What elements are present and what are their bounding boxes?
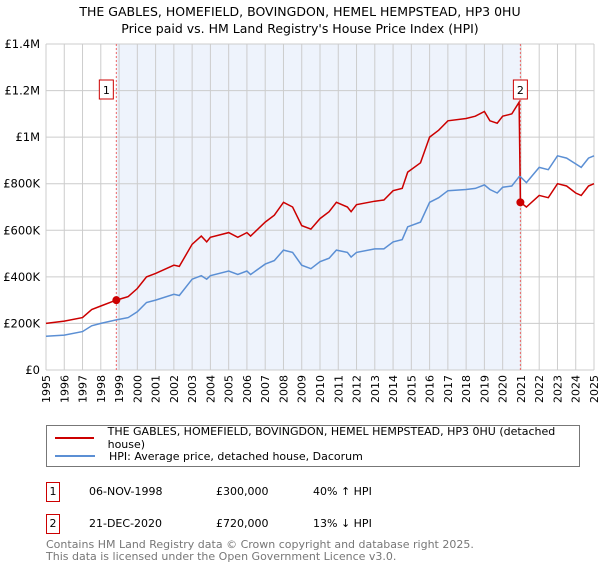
footer-licence: This data is licensed under the Open Gov…: [46, 550, 397, 563]
sale-price: £720,000: [216, 517, 269, 530]
x-tick-label: 1996: [58, 375, 71, 403]
x-tick-label: 2019: [478, 375, 491, 403]
legend-label: HPI: Average price, detached house, Daco…: [109, 449, 363, 463]
sale-marker-badge: 1: [46, 482, 60, 502]
sale-hpi-diff: 40% ↑ HPI: [313, 485, 372, 498]
legend-label: THE GABLES, HOMEFIELD, BOVINGDON, HEMEL …: [107, 425, 556, 451]
legend-swatch-blue: [55, 455, 95, 457]
sale-marker-badge: 2: [46, 514, 60, 534]
sale-marker-label: 1: [103, 84, 110, 97]
y-tick-label: £1M: [15, 130, 40, 144]
x-tick-label: 2001: [150, 375, 163, 403]
x-tick-label: 2008: [277, 375, 290, 403]
x-tick-label: 2021: [515, 375, 528, 403]
x-tick-label: 2018: [460, 375, 473, 403]
legend-swatch-red: [55, 437, 94, 439]
sale-point: [112, 296, 121, 305]
x-tick-label: 2017: [442, 375, 455, 403]
y-tick-label: £1.2M: [4, 84, 40, 98]
price-chart: 1995 1996 1997 1998 1999 2000 2001 2002 2003 2004…: [3, 37, 600, 403]
transaction-row: 1 06-NOV-1998 £300,000 40% ↑ HPI: [46, 482, 446, 502]
sale-price: £300,000: [216, 485, 269, 498]
x-tick-label: 2005: [223, 375, 236, 403]
x-tick-label: 2006: [241, 375, 254, 403]
property-price-line: [45, 99, 595, 325]
sale-marker-box: [98, 79, 114, 100]
x-tick-label: 2004: [204, 375, 217, 403]
y-tick-label: £400K: [3, 270, 40, 284]
sale-date: 06-NOV-1998: [89, 485, 163, 498]
x-tick-label: 2009: [296, 375, 309, 403]
y-tick-label: £600K: [3, 223, 40, 237]
x-tick-label: 1998: [95, 375, 108, 403]
sale-marker-box: [512, 79, 528, 100]
x-tick-label: 2015: [405, 375, 418, 403]
shaded-period: [116, 44, 521, 370]
transaction-row: 2 21-DEC-2020 £720,000 13% ↓ HPI: [46, 514, 446, 534]
x-tick-label: 2022: [533, 375, 546, 403]
x-tick-label: 2000: [131, 375, 144, 403]
hpi-line: [45, 154, 595, 337]
x-tick-label: 2012: [351, 375, 364, 403]
x-tick-label: 2002: [168, 375, 181, 403]
legend: THE GABLES, HOMEFIELD, BOVINGDON, HEMEL …: [46, 425, 580, 467]
y-tick-label: £0: [25, 363, 40, 377]
legend-item-property: THE GABLES, HOMEFIELD, BOVINGDON, HEMEL …: [55, 425, 579, 451]
x-tick-label: 2010: [314, 375, 327, 403]
x-tick-label: 2014: [387, 375, 400, 403]
legend-item-hpi: HPI: Average price, detached house, Daco…: [55, 448, 363, 464]
x-tick-label: 2013: [369, 375, 382, 403]
sale-marker-label: 2: [517, 84, 524, 97]
y-tick-label: £1.4M: [4, 37, 40, 51]
chart-title: THE GABLES, HOMEFIELD, BOVINGDON, HEMEL …: [79, 4, 521, 19]
x-tick-label: 1999: [113, 375, 126, 403]
x-tick-label: 2023: [551, 375, 564, 403]
x-tick-label: 1995: [40, 375, 53, 403]
chart-subtitle: Price paid vs. HM Land Registry's House …: [121, 21, 479, 36]
y-tick-label: £800K: [3, 177, 40, 191]
y-tick-label: £200K: [3, 316, 40, 330]
x-tick-label: 2003: [186, 375, 199, 403]
sale-point: [516, 198, 525, 207]
x-tick-label: 2024: [570, 375, 583, 403]
sale-hpi-diff: 13% ↓ HPI: [313, 517, 372, 530]
footer-copyright: Contains HM Land Registry data © Crown c…: [46, 538, 474, 551]
x-tick-label: 2025: [588, 375, 600, 403]
sale-date: 21-DEC-2020: [89, 517, 163, 530]
x-tick-label: 2020: [497, 375, 510, 403]
x-tick-label: 1997: [77, 375, 90, 403]
x-tick-label: 2016: [424, 375, 437, 403]
x-tick-label: 2011: [332, 375, 345, 403]
x-tick-label: 2007: [259, 375, 272, 403]
